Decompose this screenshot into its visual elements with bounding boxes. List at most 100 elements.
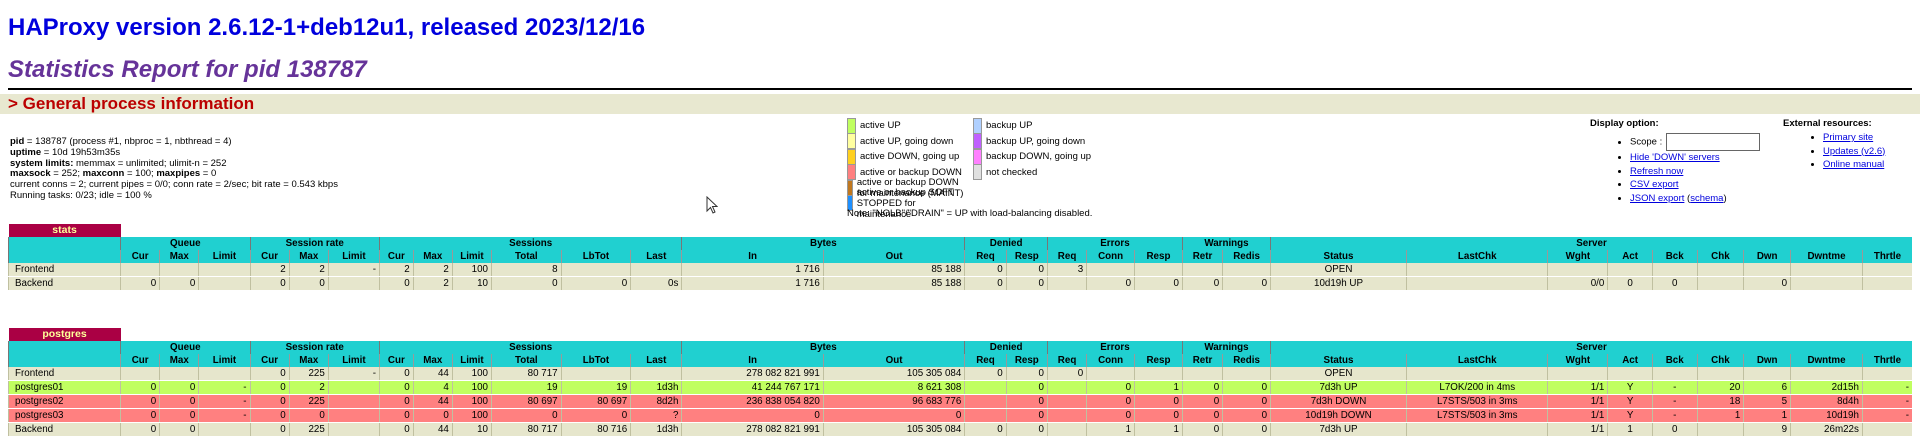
- table-cell: 0: [1222, 422, 1271, 437]
- table-cell: 0/0: [1547, 276, 1608, 291]
- table-cell: 105 305 084: [822, 422, 965, 437]
- column-group-header: Sessions: [378, 341, 682, 354]
- column-header: LastChk: [1406, 250, 1548, 263]
- column-header: Wght: [1547, 250, 1608, 263]
- table-cell: 0: [120, 408, 160, 423]
- row-name[interactable]: Backend: [7, 422, 121, 437]
- table-cell: [560, 367, 631, 381]
- table-cell: 225: [288, 394, 329, 409]
- external-resources-title: External resources:: [1783, 118, 1872, 129]
- table-cell: 100: [451, 380, 492, 395]
- title-filler: [120, 328, 1912, 341]
- table-row: Frontend 2 2-2 2 100 8 1 716 85 188 0 0 3 OPEN: [7, 263, 1912, 277]
- table-cell: 1: [1607, 422, 1653, 437]
- table-cell: 0: [1181, 276, 1223, 291]
- row-name[interactable]: postgres03: [7, 408, 121, 423]
- column-header: Dwn: [1743, 250, 1791, 263]
- table-cell: 0: [120, 276, 160, 291]
- row-name[interactable]: Frontend: [7, 263, 121, 277]
- table-cell: 0: [249, 380, 290, 395]
- table-cell: 26m22s: [1790, 422, 1863, 437]
- version-title: HAProxy version 2.6.12-1+deb12u1, releas…: [8, 14, 646, 41]
- legend-swatch: [847, 179, 853, 196]
- table-cell: [1861, 276, 1912, 291]
- column-header: Bck: [1651, 250, 1698, 263]
- schema-link[interactable]: schema: [1690, 192, 1724, 204]
- legend-label: active UP: [860, 120, 901, 132]
- table-cell: 0: [560, 276, 631, 291]
- legend-label: backup UP: [986, 120, 1033, 132]
- table-cell: [1696, 263, 1744, 277]
- divider: [8, 88, 1912, 90]
- table-cell: 8 621 308: [822, 380, 965, 395]
- table-cell: L7OK/200 in 4ms: [1406, 380, 1548, 395]
- table-cell: [159, 263, 199, 277]
- column-header: Out: [822, 354, 965, 367]
- table-cell: 0: [1005, 263, 1048, 277]
- legend-label: active or backup DOWN: [860, 166, 962, 178]
- table-cell: 0: [249, 422, 290, 437]
- online-manual-link[interactable]: Online manual: [1823, 159, 1885, 170]
- display-options-title: Display option:: [1590, 118, 1659, 129]
- maxsock-label: maxsock: [10, 168, 51, 180]
- table-cell: 7d3h UP: [1270, 422, 1407, 437]
- proxy-name-link[interactable]: stats: [8, 224, 121, 237]
- row-name[interactable]: Frontend: [7, 367, 121, 381]
- column-group-header: Session rate: [249, 237, 380, 250]
- legend-swatch: [847, 117, 856, 134]
- table-cell: [1651, 263, 1698, 277]
- row-name[interactable]: Backend: [7, 276, 121, 291]
- table-cell: 0: [560, 408, 631, 423]
- table-cell: 0: [378, 408, 414, 423]
- table-cell: 0: [491, 408, 562, 423]
- column-header: Cur: [120, 250, 160, 263]
- table-cell: [1547, 263, 1608, 277]
- legend-item: active or backup SOFT STOPPED for mainte…: [847, 187, 972, 220]
- table-cell: 1: [1696, 408, 1744, 423]
- column-header: Cur: [249, 250, 290, 263]
- hide-down-servers-link[interactable]: Hide 'DOWN' servers: [1630, 152, 1720, 163]
- table-cell: 0: [822, 408, 965, 423]
- column-header: Cur: [249, 354, 290, 367]
- table-cell: L7STS/503 in 3ms: [1406, 408, 1548, 423]
- table-cell: [1181, 367, 1223, 381]
- column-header: Status: [1270, 354, 1407, 367]
- row-name[interactable]: postgres01: [7, 380, 121, 395]
- table-cell: 0: [1181, 394, 1223, 409]
- table-cell: Y: [1607, 380, 1653, 395]
- table-cell: 1/1: [1547, 408, 1608, 423]
- table-cell: 0: [1134, 394, 1183, 409]
- table-cell: [630, 367, 682, 381]
- table-cell: 100: [451, 408, 492, 423]
- table-cell: 225: [288, 367, 329, 381]
- refresh-now-link[interactable]: Refresh now: [1630, 165, 1684, 177]
- table-cell: 80 697: [491, 394, 562, 409]
- table-cell: [1222, 367, 1271, 381]
- updates-link[interactable]: Updates (v2.6): [1823, 145, 1886, 157]
- table-cell: [1046, 276, 1087, 291]
- row-name[interactable]: postgres02: [7, 394, 121, 409]
- table-cell: [1743, 367, 1791, 381]
- proxy-name-link[interactable]: postgres: [8, 328, 121, 341]
- column-header: LbTot: [560, 354, 631, 367]
- scope-input[interactable]: [1666, 133, 1761, 151]
- table-cell: 236 838 054 820: [681, 394, 824, 409]
- legend-swatch: [973, 133, 982, 150]
- table-cell: -: [198, 394, 251, 409]
- table-cell: 0: [1086, 380, 1135, 395]
- csv-export-link[interactable]: CSV export: [1630, 179, 1679, 190]
- table-cell: 0: [1222, 394, 1271, 409]
- table-cell: 0: [964, 263, 1007, 277]
- table-cell: 0: [120, 380, 160, 395]
- column-header: In: [681, 250, 824, 263]
- column-header: LastChk: [1406, 354, 1548, 367]
- table-cell: [964, 408, 1007, 423]
- legend-label: active DOWN, going up: [860, 151, 960, 163]
- running-tasks: Running tasks: 0/23; idle = 100 %: [10, 189, 152, 201]
- primary-site-link[interactable]: Primary site: [1823, 132, 1874, 143]
- json-export-link[interactable]: JSON export: [1630, 192, 1685, 204]
- table-cell: 0: [159, 380, 199, 395]
- table-cell: 0: [249, 394, 290, 409]
- table-cell: 0: [378, 380, 414, 395]
- table-cell: 0: [1005, 276, 1048, 291]
